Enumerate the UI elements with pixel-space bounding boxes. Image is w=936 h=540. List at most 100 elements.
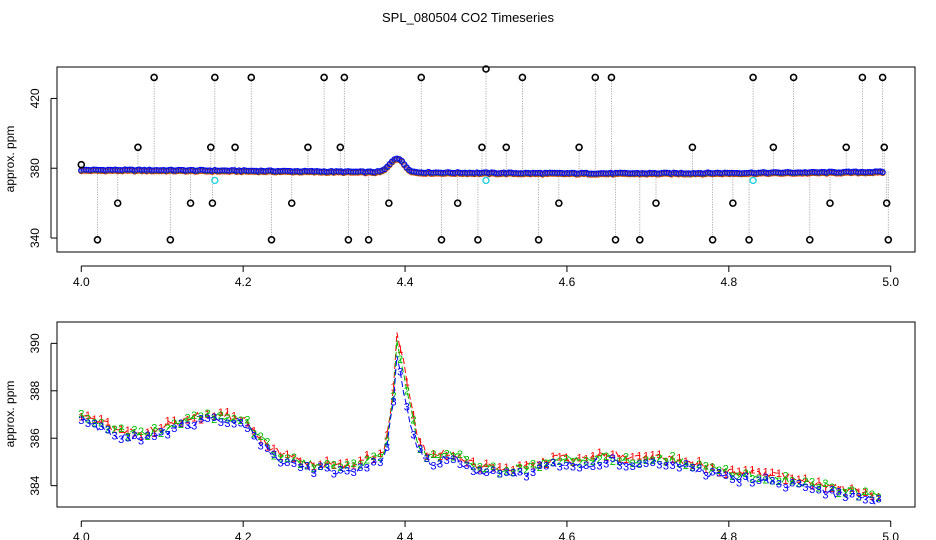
x-tick-label: 4.6 — [559, 530, 576, 540]
series-2-marker: 2 — [111, 424, 117, 436]
series-1-marker: 1 — [769, 467, 775, 479]
series-2-marker: 2 — [165, 423, 171, 435]
series-2-marker: 2 — [291, 452, 297, 464]
series-2-marker: 2 — [324, 458, 330, 470]
series-3-marker: 3 — [324, 463, 330, 475]
series-1-marker: 1 — [856, 487, 862, 499]
series-2-marker: 2 — [776, 476, 782, 488]
spike-point — [150, 73, 158, 82]
series-3-marker: 3 — [610, 453, 616, 465]
series-2-marker: 2 — [610, 456, 616, 468]
series-1-marker: 1 — [816, 476, 822, 488]
series-2-marker: 2 — [337, 462, 343, 474]
series-1-marker: 1 — [444, 450, 450, 462]
series-2-marker: 2 — [304, 461, 310, 473]
series-1-marker: 1 — [238, 415, 244, 427]
series-2-marker: 2 — [477, 461, 483, 473]
series-3-marker: 3 — [537, 460, 543, 472]
series-1-marker: 1 — [670, 454, 676, 466]
series-3-marker: 3 — [709, 466, 715, 478]
series-3-marker: 3 — [736, 477, 742, 489]
series-2-marker: 2 — [284, 453, 290, 465]
series-1-marker: 1 — [530, 461, 536, 473]
x-tick-label: 4.4 — [397, 275, 414, 289]
series-2-marker: 2 — [769, 476, 775, 488]
series-1-marker: 1 — [185, 415, 191, 427]
series-2-marker: 2 — [577, 457, 583, 469]
series-2-marker: 2 — [603, 451, 609, 463]
series-3-marker: 3 — [390, 396, 396, 408]
x-tick-label: 4.8 — [720, 530, 737, 540]
series-3-marker: 3 — [424, 453, 430, 465]
series-1-marker: 1 — [204, 409, 210, 421]
series-3-marker: 3 — [185, 420, 191, 432]
series-1-marker: 1 — [709, 461, 715, 473]
series-3-marker: 3 — [550, 458, 556, 470]
series-2-marker: 2 — [869, 489, 875, 501]
series-3-marker: 3 — [477, 465, 483, 477]
series-2-marker: 2 — [842, 488, 848, 500]
spike-point — [635, 235, 644, 244]
series-3-marker: 3 — [131, 430, 137, 442]
series-1-marker: 1 — [570, 457, 576, 469]
series-3-marker: 3 — [782, 483, 788, 495]
series-3-marker: 3 — [105, 424, 111, 436]
series-3-marker: 3 — [297, 462, 303, 474]
spike-point — [231, 143, 239, 152]
series-2-marker: 2 — [696, 459, 702, 471]
x-tick-label: 4.4 — [397, 530, 414, 540]
series-2-marker: 2 — [185, 412, 191, 424]
series-3-marker: 3 — [543, 460, 549, 472]
series-3-marker: 3 — [304, 460, 310, 472]
x-tick-label: 4.0 — [73, 530, 90, 540]
series-3-marker: 3 — [191, 420, 197, 432]
series-2-marker: 2 — [271, 450, 277, 462]
series-3-marker: 3 — [484, 467, 490, 479]
spike-point — [842, 143, 850, 152]
series-3-marker: 3 — [643, 458, 649, 470]
outlier-point — [749, 176, 757, 185]
spike-point — [437, 235, 446, 244]
spike-point — [287, 199, 296, 207]
series-3-marker: 3 — [749, 477, 755, 489]
series-3-marker: 3 — [364, 462, 370, 474]
panel-2-frame — [56, 321, 916, 508]
series-2-marker: 2 — [643, 455, 649, 467]
series-1-marker: 1 — [782, 475, 788, 487]
series-1-marker: 1 — [643, 451, 649, 463]
spike-point — [769, 143, 778, 152]
series-1-marker: 1 — [550, 451, 556, 463]
series-2-marker: 2 — [849, 485, 855, 497]
x-tick-label: 5.0 — [882, 275, 899, 289]
series-3-marker: 3 — [111, 430, 117, 442]
series-2-marker: 2 — [264, 436, 270, 448]
series-3-marker: 3 — [251, 430, 257, 442]
series-2-marker: 2 — [537, 462, 543, 474]
series-2-marker: 2 — [131, 424, 137, 436]
series-3-marker: 3 — [450, 454, 456, 466]
series-3-marker: 3 — [138, 436, 144, 448]
series-1-marker: 1 — [404, 376, 410, 388]
series-2-marker: 2 — [822, 478, 828, 490]
series-1-marker: 1 — [796, 474, 802, 486]
series-1-marker: 1 — [258, 435, 264, 447]
series-3-marker: 3 — [271, 449, 277, 461]
series-3-marker: 3 — [78, 415, 84, 427]
series-1-marker: 1 — [470, 456, 476, 468]
series-1-marker: 1 — [410, 410, 416, 422]
series-3-marker: 3 — [158, 427, 164, 439]
series-1-marker: 1 — [85, 410, 91, 422]
series-3-marker: 3 — [856, 492, 862, 504]
series-1-marker: 1 — [809, 480, 815, 492]
spike-point — [340, 73, 349, 82]
series-3-marker: 3 — [802, 482, 808, 494]
series-3-marker: 3 — [729, 474, 735, 486]
series-2-marker: 2 — [404, 386, 410, 398]
series-1-marker: 1 — [231, 410, 237, 422]
series-2-marker: 2 — [723, 464, 729, 476]
series-1-marker: 1 — [244, 417, 250, 429]
panel-1-ylabel: approx. ppm — [3, 126, 17, 193]
spike-point — [208, 199, 217, 207]
series-2-marker: 2 — [656, 453, 662, 465]
series-3-marker: 3 — [769, 475, 775, 487]
